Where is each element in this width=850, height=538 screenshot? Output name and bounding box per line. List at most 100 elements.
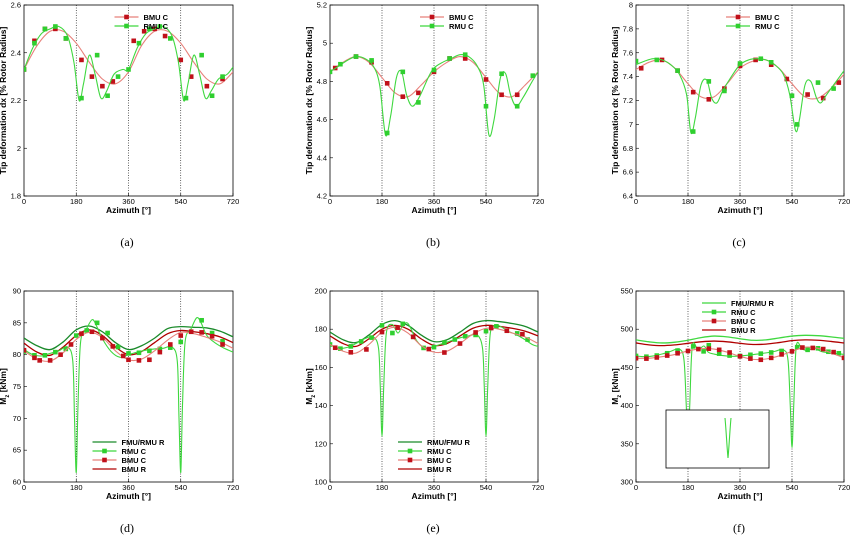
series-marker — [105, 330, 110, 336]
legend-marker — [735, 23, 741, 29]
series-line — [636, 334, 844, 344]
series-marker — [105, 93, 110, 99]
series-marker — [789, 93, 795, 99]
series-marker — [483, 328, 489, 334]
series-marker — [654, 57, 660, 63]
series-marker — [690, 344, 696, 349]
series-marker — [379, 323, 385, 328]
series-marker — [220, 342, 225, 347]
series-marker — [836, 350, 842, 356]
series-marker — [94, 52, 100, 58]
series-rmu-c — [636, 56, 844, 135]
series-marker — [141, 28, 147, 34]
y-tick-label: 350 — [620, 439, 633, 448]
y-tick-label: 7.2 — [623, 96, 633, 105]
series-marker — [768, 60, 774, 65]
series-marker — [110, 79, 116, 84]
plot-area — [330, 319, 538, 437]
series-marker — [473, 330, 478, 335]
x-axis-label: Azimuth [°] — [718, 491, 763, 501]
series-marker — [338, 61, 343, 67]
series-marker — [89, 74, 95, 79]
legend-label: RMU C — [755, 22, 780, 31]
series-marker — [183, 95, 189, 101]
plot-area — [24, 316, 233, 474]
series-marker — [706, 97, 712, 102]
legend-label: BMU C — [122, 456, 147, 465]
series-marker — [685, 348, 691, 354]
series-marker — [178, 333, 184, 338]
series-marker — [779, 352, 784, 357]
series-marker — [384, 81, 390, 86]
y-tick-label: 450 — [620, 363, 633, 372]
y-axis-label: Mz [kNm] — [0, 368, 11, 405]
series-marker — [384, 130, 390, 136]
series-marker — [209, 333, 215, 339]
series-marker — [758, 56, 764, 62]
series-marker — [431, 344, 437, 350]
series-marker — [636, 58, 639, 64]
plot-area — [330, 52, 538, 137]
series-marker — [447, 56, 452, 61]
series-marker — [79, 95, 84, 101]
legend-marker — [124, 23, 129, 29]
y-tick-label: 550 — [620, 287, 633, 296]
series-marker — [810, 345, 816, 351]
series-marker — [84, 328, 89, 333]
series-marker — [675, 350, 680, 356]
series-marker — [162, 33, 168, 39]
series-marker — [416, 90, 421, 96]
x-tick-label: 720 — [227, 197, 240, 206]
series-marker — [100, 335, 105, 341]
legend-label: RMU C — [731, 308, 756, 317]
series-marker — [706, 346, 712, 351]
series-marker — [188, 329, 194, 335]
series-marker — [483, 103, 489, 109]
series-rmu-fmu-r — [330, 319, 538, 344]
legend-label: BMU R — [427, 465, 452, 474]
series-marker — [131, 38, 137, 44]
series-marker — [794, 344, 800, 350]
y-tick-label: 300 — [620, 478, 633, 487]
panel-caption: (c) — [732, 235, 745, 249]
legend-marker — [429, 23, 435, 29]
series-marker — [220, 74, 225, 79]
series-marker — [110, 344, 116, 349]
series-marker — [815, 80, 821, 85]
y-axis-label: Tip deformation dx [% Rotor Radius] — [0, 27, 8, 175]
series-marker — [831, 86, 836, 91]
legend-label: BMU R — [731, 326, 756, 335]
y-tick-label: 75 — [13, 382, 21, 391]
y-axis-label: Tip deformation dx [% Rotor Radius] — [610, 27, 620, 175]
series-marker — [636, 355, 639, 361]
series-marker — [42, 353, 48, 358]
series-marker — [53, 24, 58, 29]
legend-label: BMU C — [731, 317, 756, 326]
series-marker — [32, 38, 37, 44]
series-marker — [841, 355, 844, 361]
series-marker — [514, 331, 520, 336]
series-marker — [696, 346, 701, 352]
series-marker — [716, 351, 722, 356]
legend-label: FMU/RMU R — [122, 438, 165, 447]
series-bmu-c — [330, 325, 538, 355]
plot-area — [636, 334, 844, 450]
series-marker — [168, 342, 173, 347]
series-marker — [369, 58, 374, 63]
x-tick-label: 0 — [22, 197, 26, 206]
series-marker — [442, 350, 447, 355]
series-marker — [820, 346, 826, 352]
series-marker — [79, 57, 84, 63]
series-marker — [737, 354, 743, 359]
series-marker — [520, 331, 525, 337]
series-marker — [390, 330, 395, 336]
series-marker — [504, 328, 510, 334]
series-marker — [126, 67, 131, 72]
x-tick-label: 180 — [376, 483, 389, 492]
legend-marker — [102, 448, 107, 454]
series-marker — [63, 346, 69, 352]
x-tick-label: 180 — [70, 197, 83, 206]
series-marker — [73, 333, 79, 338]
series-marker — [758, 357, 764, 363]
